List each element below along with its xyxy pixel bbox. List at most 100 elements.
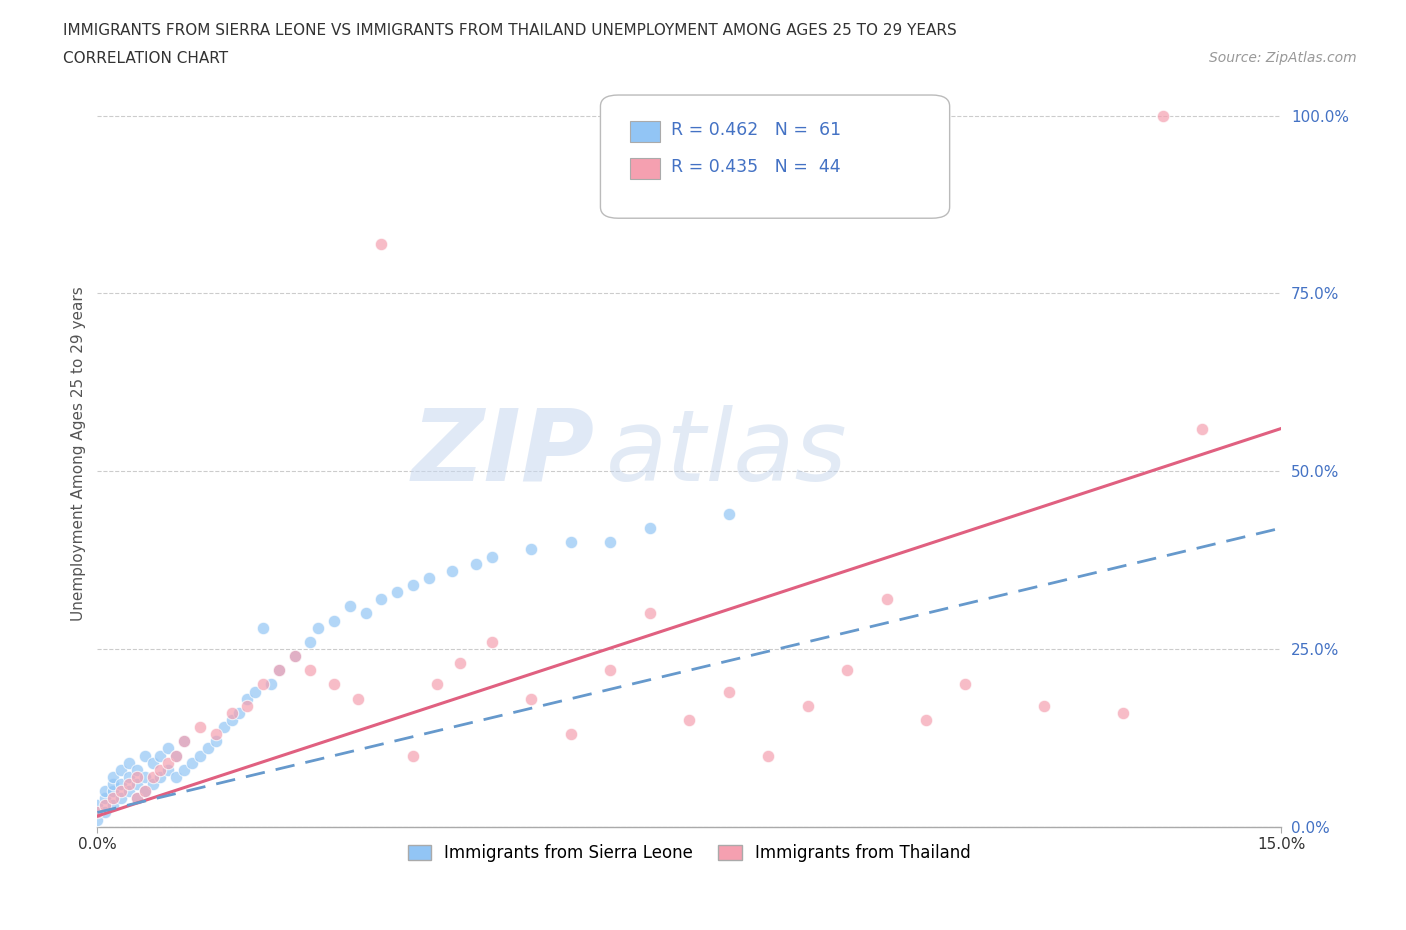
Point	[243, 684, 266, 699]
Point	[221, 712, 243, 727]
Point	[188, 748, 211, 763]
Point	[188, 720, 211, 735]
Point	[252, 677, 274, 692]
Point	[86, 805, 108, 820]
Point	[157, 763, 180, 777]
Point	[94, 784, 117, 799]
Point	[402, 578, 425, 592]
Point	[101, 769, 124, 784]
Point	[101, 790, 124, 805]
Point	[299, 634, 322, 649]
Point	[157, 741, 180, 756]
Text: ZIP: ZIP	[412, 405, 595, 502]
Point	[110, 763, 132, 777]
Point	[323, 677, 346, 692]
FancyBboxPatch shape	[630, 158, 659, 179]
Point	[118, 784, 141, 799]
Point	[86, 812, 108, 827]
Point	[173, 734, 195, 749]
Point	[835, 663, 858, 678]
Point	[125, 777, 148, 791]
Point	[638, 521, 661, 536]
Point	[339, 599, 361, 614]
Point	[125, 790, 148, 805]
Point	[157, 755, 180, 770]
Point	[876, 591, 898, 606]
Point	[125, 790, 148, 805]
Point	[481, 634, 503, 649]
Point	[165, 748, 187, 763]
Point	[149, 769, 172, 784]
Point	[228, 706, 250, 721]
Point	[142, 777, 165, 791]
Point	[267, 663, 290, 678]
Point	[426, 677, 449, 692]
Point	[756, 748, 779, 763]
Point	[125, 769, 148, 784]
Point	[299, 663, 322, 678]
Point	[134, 769, 156, 784]
Point	[346, 691, 368, 706]
Point	[449, 656, 471, 671]
Point	[441, 564, 464, 578]
Point	[173, 734, 195, 749]
Point	[118, 777, 141, 791]
Point	[481, 549, 503, 564]
Point	[142, 755, 165, 770]
Point	[252, 620, 274, 635]
Point	[101, 798, 124, 813]
FancyBboxPatch shape	[600, 95, 949, 219]
Point	[134, 784, 156, 799]
Point	[94, 805, 117, 820]
Point	[520, 691, 543, 706]
Point	[197, 741, 219, 756]
Point	[955, 677, 977, 692]
Point	[94, 790, 117, 805]
Point	[717, 507, 740, 522]
Point	[1191, 421, 1213, 436]
FancyBboxPatch shape	[630, 121, 659, 142]
Text: atlas: atlas	[606, 405, 848, 502]
Point	[267, 663, 290, 678]
Point	[142, 769, 165, 784]
Point	[221, 706, 243, 721]
Point	[354, 606, 377, 621]
Point	[915, 712, 938, 727]
Point	[599, 535, 621, 550]
Point	[118, 755, 141, 770]
Point	[149, 748, 172, 763]
Point	[717, 684, 740, 699]
Point	[110, 790, 132, 805]
Point	[370, 591, 392, 606]
Point	[110, 777, 132, 791]
Point	[212, 720, 235, 735]
Point	[236, 698, 259, 713]
Text: R = 0.435   N =  44: R = 0.435 N = 44	[672, 158, 841, 177]
Y-axis label: Unemployment Among Ages 25 to 29 years: Unemployment Among Ages 25 to 29 years	[72, 286, 86, 621]
Point	[387, 585, 409, 600]
Point	[284, 648, 307, 663]
Point	[110, 784, 132, 799]
Point	[134, 784, 156, 799]
Point	[134, 748, 156, 763]
Point	[165, 769, 187, 784]
Point	[181, 755, 204, 770]
Text: CORRELATION CHART: CORRELATION CHART	[63, 51, 228, 66]
Point	[796, 698, 818, 713]
Point	[465, 556, 488, 571]
Point	[520, 542, 543, 557]
Point	[370, 236, 392, 251]
Point	[165, 748, 187, 763]
Point	[638, 606, 661, 621]
Point	[125, 763, 148, 777]
Point	[323, 613, 346, 628]
Text: IMMIGRANTS FROM SIERRA LEONE VS IMMIGRANTS FROM THAILAND UNEMPLOYMENT AMONG AGES: IMMIGRANTS FROM SIERRA LEONE VS IMMIGRAN…	[63, 23, 957, 38]
Text: Source: ZipAtlas.com: Source: ZipAtlas.com	[1209, 51, 1357, 65]
Point	[260, 677, 283, 692]
Point	[86, 798, 108, 813]
Point	[284, 648, 307, 663]
Point	[118, 769, 141, 784]
Text: R = 0.462   N =  61: R = 0.462 N = 61	[672, 121, 842, 140]
Point	[204, 727, 226, 742]
Point	[1112, 706, 1135, 721]
